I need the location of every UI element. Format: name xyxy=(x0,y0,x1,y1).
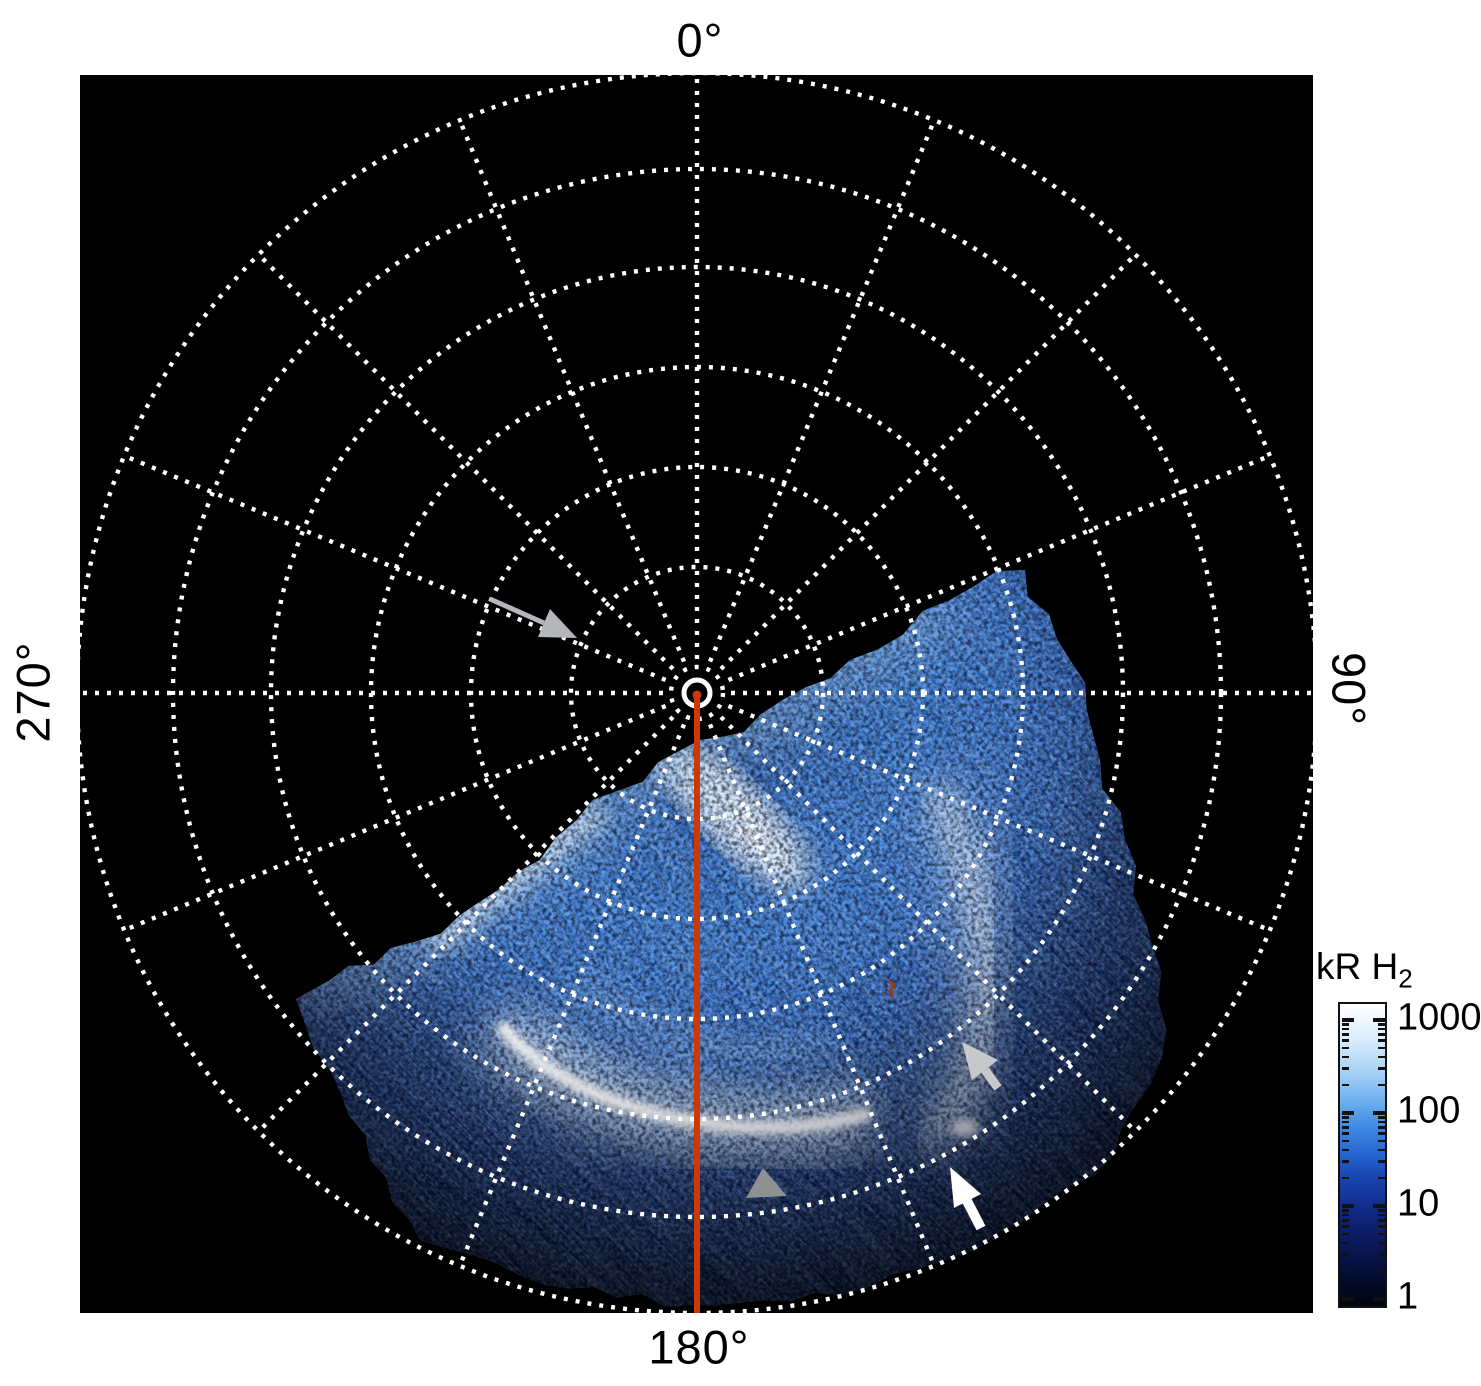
angle-label-90: 90° xyxy=(1322,651,1376,727)
colorbar-title-subscript: 2 xyxy=(1398,963,1413,994)
colorbar-tick-10: 10 xyxy=(1397,1182,1440,1225)
colorbar xyxy=(1338,1002,1387,1308)
colorbar-tick-1000: 1000 xyxy=(1397,996,1481,1039)
annotation-triangle-gray xyxy=(746,1168,787,1198)
angle-label-180: 180° xyxy=(648,1320,750,1374)
angle-label-270: 270° xyxy=(6,641,60,743)
angle-label-0: 0° xyxy=(676,13,724,67)
annotation-arrow-gray-upper-left xyxy=(488,596,577,638)
red-speck-marker xyxy=(887,979,897,998)
colorbar-tick-100: 100 xyxy=(1397,1089,1461,1132)
annotation-arrow-white-lower-right xyxy=(950,1167,986,1231)
colorbar-title: kR H2 xyxy=(1316,946,1413,994)
polar-aurora-plot xyxy=(80,75,1313,1313)
colorbar-tick-1: 1 xyxy=(1397,1275,1419,1318)
annotation-arrow-silver-right xyxy=(962,1042,1002,1091)
